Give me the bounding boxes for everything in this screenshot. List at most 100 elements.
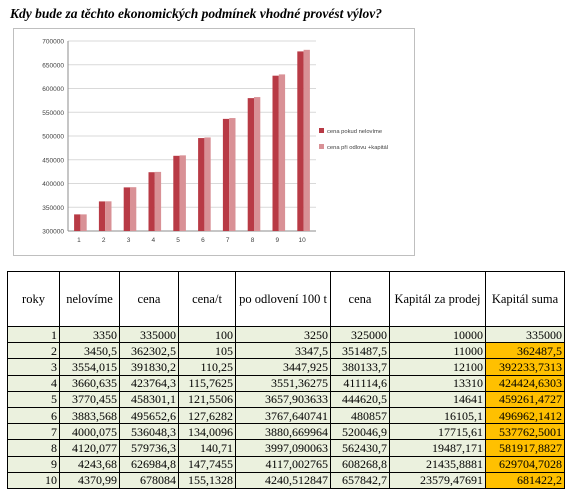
- table-cell: 3767,640741: [235, 406, 331, 425]
- kapital-suma-cell: 537762,5001: [485, 423, 565, 441]
- table-cell: 1: [7, 325, 60, 344]
- bar-nelovime-6: [198, 138, 205, 231]
- table-cell: 4117,002765: [235, 455, 331, 473]
- y-tick-label: 300000: [42, 229, 64, 236]
- kapital-suma-cell: 629704,7028: [485, 455, 565, 473]
- kapital-suma-cell: 581917,8827: [485, 439, 565, 457]
- table-cell: 13310: [389, 374, 486, 392]
- bar-nelovime-5: [173, 155, 180, 231]
- bar-nelovime-1: [74, 214, 81, 231]
- table-row: 5 3770,455 458301,1 121,5506 3657,903633 4446…: [7, 390, 565, 408]
- table-cell: 3350: [59, 325, 120, 344]
- table-cell: 4243,68: [59, 455, 120, 473]
- bar-nelovime-10: [297, 51, 304, 232]
- table-cell: 10000: [389, 325, 486, 344]
- legend-swatch: [319, 144, 324, 149]
- column-header: cena: [330, 271, 390, 327]
- column-header: po odlovení 100 t: [235, 271, 331, 327]
- table-row: 8 4120,077 579736,3 140,71 3997,090063 562430…: [7, 439, 565, 457]
- bar-nelovime-9: [272, 75, 279, 231]
- table-cell: 21435,8881: [389, 455, 486, 473]
- table-row: 3 3554,015 391830,2 110,25 3447,925 380133,7 1…: [7, 358, 565, 376]
- table-cell: 3880,669964: [235, 423, 331, 441]
- bar-odlov-6: [204, 137, 211, 231]
- table-cell: 391830,2: [119, 358, 179, 376]
- kapital-suma-cell: 335000: [485, 325, 565, 344]
- table-cell: 335000: [119, 325, 179, 344]
- x-tick-label: 3: [127, 237, 131, 244]
- bar-nelovime-8: [247, 98, 254, 231]
- table-cell: 351487,5: [330, 342, 390, 360]
- table-cell: 3450,5: [59, 342, 120, 360]
- table-cell: 147,7455: [178, 455, 236, 473]
- bar-odlov-5: [179, 155, 186, 231]
- table-row: 9 4243,68 626984,8 147,7455 4117,002765 60826…: [7, 455, 565, 473]
- kapital-suma-cell: 362487,5: [485, 342, 565, 360]
- y-tick-label: 350000: [42, 205, 64, 212]
- table-cell: 19487,171: [389, 439, 486, 457]
- table-row: 10 4370,99 678084 155,1328 4240,512847 657842…: [7, 471, 565, 489]
- column-header: roky: [7, 271, 60, 327]
- table-cell: 3770,455: [59, 390, 120, 408]
- table-cell: 14641: [389, 390, 486, 408]
- table-row: 6 3883,568 495652,6 127,6282 3767,640741 4808…: [7, 406, 565, 425]
- table-cell: 100: [178, 325, 236, 344]
- y-tick-label: 600000: [42, 86, 64, 93]
- table-cell: 3997,090063: [235, 439, 331, 457]
- x-tick-label: 2: [102, 237, 106, 244]
- table-cell: 127,6282: [178, 406, 236, 425]
- table-cell: 562430,7: [330, 439, 390, 457]
- table-body: 1 3350 335000 100 3250 325000 10000 335000 2 3450…: [7, 325, 565, 489]
- x-tick-label: 9: [275, 237, 279, 244]
- table-row: 1 3350 335000 100 3250 325000 10000 335000: [7, 325, 565, 344]
- table-cell: 380133,7: [330, 358, 390, 376]
- bar-odlov-1: [80, 214, 87, 231]
- table-cell: 7: [7, 423, 60, 441]
- table-cell: 423764,3: [119, 374, 179, 392]
- table-cell: 458301,1: [119, 390, 179, 408]
- table-cell: 495652,6: [119, 406, 179, 425]
- table-cell: 4240,512847: [235, 471, 331, 489]
- table-cell: 12100: [389, 358, 486, 376]
- x-tick-label: 5: [176, 237, 180, 244]
- table-cell: 3554,015: [59, 358, 120, 376]
- y-tick-label: 700000: [42, 39, 64, 46]
- bar-odlov-3: [130, 187, 137, 231]
- legend-swatch: [319, 128, 324, 133]
- chart-canvas: 300000 350000 400000 450000 500000 550000 6000…: [42, 39, 388, 245]
- table-cell: 4120,077: [59, 439, 120, 457]
- x-tick-label: 6: [201, 237, 205, 244]
- table-cell: 4370,99: [59, 471, 120, 489]
- table-cell: 4000,075: [59, 423, 120, 441]
- x-tick-label: 4: [151, 237, 155, 244]
- y-tick-label: 400000: [42, 181, 64, 188]
- table-cell: 3: [7, 358, 60, 376]
- x-tick-label: 7: [226, 237, 230, 244]
- table-cell: 608268,8: [330, 455, 390, 473]
- table-cell: 11000: [389, 342, 486, 360]
- kapital-suma-cell: 681422,2: [485, 471, 565, 489]
- page-title: Kdy bude za těchto ekonomických podmínek…: [10, 6, 382, 21]
- bar-odlov-9: [278, 74, 286, 232]
- y-tick-label: 650000: [42, 62, 64, 69]
- table-cell: 6: [7, 406, 60, 425]
- table-cell: 3551,36275: [235, 374, 331, 392]
- table-cell: 105: [178, 342, 236, 360]
- table-cell: 10: [7, 471, 60, 489]
- y-tick-label: 550000: [42, 110, 64, 117]
- table-cell: 134,0096: [178, 423, 236, 441]
- table-cell: 23579,47691: [389, 471, 486, 489]
- table-cell: 536048,3: [119, 423, 179, 441]
- column-header: Kapitál za prodej: [389, 271, 486, 327]
- kapital-suma-cell: 424424,6303: [485, 374, 565, 392]
- bar-nelovime-2: [98, 201, 106, 231]
- column-header: nelovíme: [59, 271, 120, 327]
- bar-odlov-8: [254, 97, 261, 231]
- table-cell: 8: [7, 439, 60, 457]
- bar-odlov-10: [303, 49, 310, 231]
- y-tick-label: 450000: [42, 157, 64, 164]
- table-cell: 626984,8: [119, 455, 179, 473]
- kapital-suma-cell: 496962,1412: [485, 406, 565, 425]
